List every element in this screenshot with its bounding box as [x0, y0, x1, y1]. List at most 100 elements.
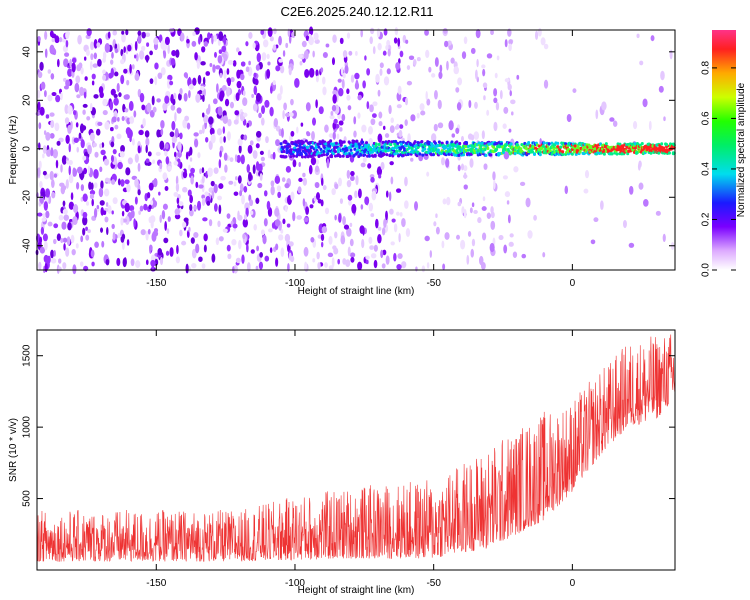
spectrogram-noise-cell — [96, 205, 100, 210]
spectrogram-noise-cell — [202, 76, 206, 85]
spectrogram-noise-cell — [255, 265, 259, 271]
spectrogram-noise-cell — [490, 220, 496, 231]
spectrogram-noise-cell — [129, 205, 135, 212]
spectrogram-noise-cell — [369, 245, 375, 250]
spectrogram-noise-cell — [278, 58, 283, 63]
spectrogram-noise-cell — [377, 226, 382, 231]
spectrogram-signal-cell — [585, 147, 589, 152]
spectrogram-noise-cell — [223, 136, 226, 143]
spectrogram-noise-cell — [302, 198, 306, 207]
spectrogram-noise-cell — [68, 143, 71, 153]
spectrogram-noise-cell — [104, 121, 110, 130]
spectrogram-signal-cell — [334, 141, 338, 145]
spectrogram-signal-cell — [393, 142, 397, 146]
spectrogram-noise-cell — [83, 91, 87, 99]
spectrogram-noise-cell — [275, 139, 280, 147]
spectrogram-signal-cell — [599, 142, 603, 146]
spectrogram-noise-cell — [315, 69, 319, 77]
spectrogram-noise-cell — [451, 133, 456, 138]
spectrogram-noise-cell — [426, 98, 431, 106]
spectrogram-noise-cell — [69, 58, 72, 68]
spectrogram-noise-cell — [41, 217, 47, 222]
spectrogram-noise-cell — [340, 235, 346, 245]
spectrogram-noise-cell — [123, 46, 126, 53]
spectrogram-noise-cell — [395, 62, 401, 70]
spectrogram-noise-cell — [58, 137, 64, 143]
spectrogram-noise-cell — [54, 122, 60, 132]
spectrogram-noise-cell — [461, 51, 467, 60]
spectrogram-noise-cell — [43, 240, 48, 251]
spectrogram-noise-cell — [256, 245, 260, 252]
spectrogram-noise-cell — [129, 134, 132, 143]
spectrogram-noise-cell — [131, 138, 135, 146]
spectrogram-noise-cell — [481, 232, 487, 241]
spectrogram-noise-cell — [224, 164, 228, 173]
spectrogram-noise-cell — [389, 161, 394, 166]
spectrogram-noise-cell — [346, 32, 351, 39]
spectrogram-signal-cell — [370, 150, 374, 154]
spectrogram-signal-cell — [355, 139, 359, 143]
spectrogram-noise-cell — [334, 214, 337, 221]
spectrogram-signal-cell — [282, 149, 286, 154]
spectrogram-noise-cell — [269, 106, 274, 117]
spectrogram-noise-cell — [382, 125, 386, 130]
spectrogram-noise-cell — [245, 41, 249, 47]
spectrogram-noise-cell — [357, 112, 361, 119]
spectrogram-noise-cell — [662, 233, 666, 243]
spectrogram-noise-cell — [110, 141, 115, 148]
spectrogram-noise-cell — [324, 262, 328, 268]
spectrogram-frame — [36, 29, 676, 271]
spectrogram-signal-cell — [525, 147, 529, 151]
spectrogram-noise-cell — [66, 160, 71, 165]
spectrogram-signal-cell — [486, 146, 490, 151]
spectrogram-noise-cell — [342, 50, 348, 58]
spectrogram-signal-cell — [481, 150, 485, 154]
spectrogram-noise-cell — [456, 102, 462, 111]
spectrogram-noise-cell — [302, 172, 306, 178]
spectrogram-noise-cell — [595, 109, 599, 120]
spectrogram-noise-cell — [473, 131, 480, 140]
spectrogram-noise-cell — [503, 151, 510, 160]
spectrogram-noise-cell — [134, 153, 139, 163]
spectrogram-noise-cell — [326, 158, 330, 169]
spectrogram-noise-cell — [238, 144, 242, 154]
spectrogram-noise-cell — [174, 112, 177, 122]
spectrogram-signal-cell — [292, 154, 296, 158]
spectrogram-noise-cell — [179, 132, 183, 140]
spectrogram-noise-cell — [137, 145, 141, 154]
spectrogram-noise-cell — [540, 37, 546, 46]
spectrogram-noise-cell — [226, 213, 231, 219]
spectrogram-noise-cell — [286, 223, 291, 228]
spectrogram-noise-cell — [89, 132, 95, 142]
spectrogram-noise-cell — [240, 61, 246, 67]
spectrogram-signal-cell — [359, 152, 363, 156]
spectrogram-noise-cell — [150, 199, 154, 206]
spectrogram-signal-cell — [342, 140, 346, 144]
spectrogram-signal-cell — [393, 152, 397, 156]
spectrogram-noise-cell — [361, 124, 367, 133]
spectrogram-noise-cell — [203, 114, 209, 124]
spectrogram-noise-cell — [339, 127, 343, 132]
spectrogram-noise-cell — [88, 181, 92, 190]
spectrogram-noise-cell — [416, 56, 421, 62]
spectrogram-noise-cell — [92, 63, 99, 68]
spectrogram-noise-cell — [370, 176, 375, 183]
spectrogram-noise-cell — [266, 200, 271, 211]
spectrogram-signal-cell — [665, 142, 669, 147]
spectrogram-noise-cell — [378, 111, 383, 119]
spectrogram-noise-cell — [112, 148, 117, 155]
spectrogram-noise-cell — [468, 99, 472, 109]
spectrogram-noise-cell — [112, 30, 118, 36]
spectrogram-signal-cell — [559, 145, 563, 149]
spectrogram-noise-cell — [137, 189, 141, 196]
spectrogram-signal-cell — [458, 141, 462, 146]
spectrogram-signal-cell — [401, 140, 405, 144]
spectrogram-noise-cell — [101, 142, 105, 148]
spectrogram-noise-cell — [188, 164, 191, 171]
spectrogram-noise-cell — [133, 218, 136, 228]
spectrogram-noise-cell — [511, 111, 514, 116]
spectrogram-noise-cell — [479, 255, 484, 266]
spectrogram-noise-cell — [169, 131, 175, 138]
spectrogram-noise-cell — [75, 75, 81, 84]
spectrogram-noise-cell — [68, 201, 75, 210]
